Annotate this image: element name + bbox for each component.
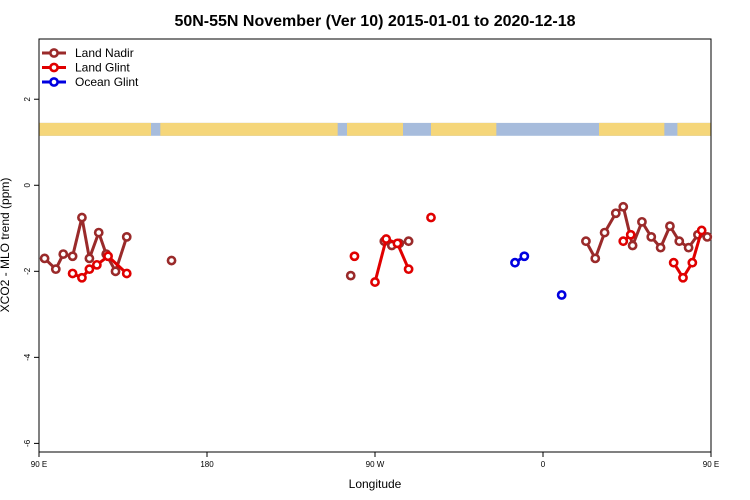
y-tick-label: 2 — [23, 96, 32, 101]
data-point — [646, 231, 657, 242]
map-strip — [39, 122, 711, 136]
data-point — [110, 266, 121, 277]
data-point — [84, 264, 95, 275]
data-point — [599, 227, 610, 238]
data-point — [668, 257, 679, 268]
x-tick-label: 90 E — [31, 460, 47, 469]
series-land-nadir — [39, 201, 713, 281]
data-point — [381, 234, 392, 244]
data-point — [67, 268, 78, 279]
legend-label: Land Nadir — [75, 46, 134, 60]
data-point — [403, 264, 414, 275]
series-layer — [39, 201, 713, 300]
data-point — [77, 212, 87, 223]
data-point — [349, 251, 360, 262]
data-point — [674, 236, 685, 247]
legend-marker — [49, 48, 59, 58]
y-tick-label: 0 — [23, 182, 32, 187]
y-tick-label: -4 — [23, 353, 32, 361]
x-axis-label: Longitude — [349, 477, 402, 491]
data-point — [678, 272, 688, 283]
data-point — [403, 236, 414, 247]
data-point — [370, 277, 380, 287]
x-tick-label: 180 — [200, 460, 214, 469]
series-ocean-glint — [510, 251, 567, 300]
map-strip-land — [599, 122, 665, 136]
plot-frame — [38, 38, 712, 453]
data-point — [103, 251, 113, 262]
x-tick-label: 90 W — [366, 460, 385, 469]
data-point — [93, 227, 104, 238]
y-axis-label: XCO2 - MLO trend (ppm) — [0, 178, 12, 313]
data-point — [556, 290, 567, 300]
data-point — [84, 253, 95, 264]
series-line — [43, 216, 129, 273]
legend-label: Land Glint — [75, 61, 130, 75]
data-point — [637, 216, 647, 227]
map-strip-land — [347, 122, 403, 136]
data-point — [345, 270, 356, 281]
map-strip-land — [677, 122, 711, 136]
data-point — [618, 236, 629, 247]
data-point — [627, 240, 638, 251]
y-axis-ticks: 2 0 -2 -4 -6 — [23, 96, 39, 447]
data-point — [39, 253, 50, 264]
map-strip-land — [39, 122, 151, 136]
series-land-glint — [67, 212, 707, 287]
data-point — [58, 249, 69, 260]
x-tick-label: 90 E — [703, 460, 719, 469]
data-point — [683, 242, 694, 253]
data-point — [702, 231, 713, 242]
data-point — [625, 229, 636, 240]
legend-label: Ocean Glint — [75, 75, 139, 89]
data-point — [166, 255, 177, 266]
x-axis-ticks: 90 E 180 90 W 0 90 E — [31, 452, 719, 469]
data-point — [91, 259, 102, 270]
legend-marker — [49, 62, 59, 73]
data-point — [519, 251, 530, 262]
map-strip-land — [160, 122, 338, 136]
data-point — [50, 264, 61, 275]
data-point — [67, 251, 78, 262]
x-tick-label: 0 — [541, 460, 546, 469]
series-line — [672, 230, 704, 280]
data-point — [510, 257, 520, 268]
data-point — [696, 225, 707, 236]
data-point — [392, 238, 403, 249]
data-point — [590, 253, 601, 264]
map-strip-land — [431, 122, 497, 136]
series-line — [373, 237, 410, 283]
data-point — [655, 242, 666, 253]
data-point — [687, 257, 698, 268]
data-point — [121, 268, 132, 279]
data-point — [610, 208, 621, 219]
data-point — [581, 236, 591, 247]
y-tick-label: -6 — [23, 439, 32, 447]
data-point — [665, 221, 675, 232]
legend-marker — [49, 77, 59, 87]
chart-title: 50N-55N November (Ver 10) 2015-01-01 to … — [174, 13, 575, 30]
data-point — [121, 231, 132, 242]
data-point — [426, 212, 436, 223]
data-point — [77, 272, 87, 283]
data-point — [618, 201, 629, 212]
y-tick-label: -2 — [23, 267, 32, 275]
